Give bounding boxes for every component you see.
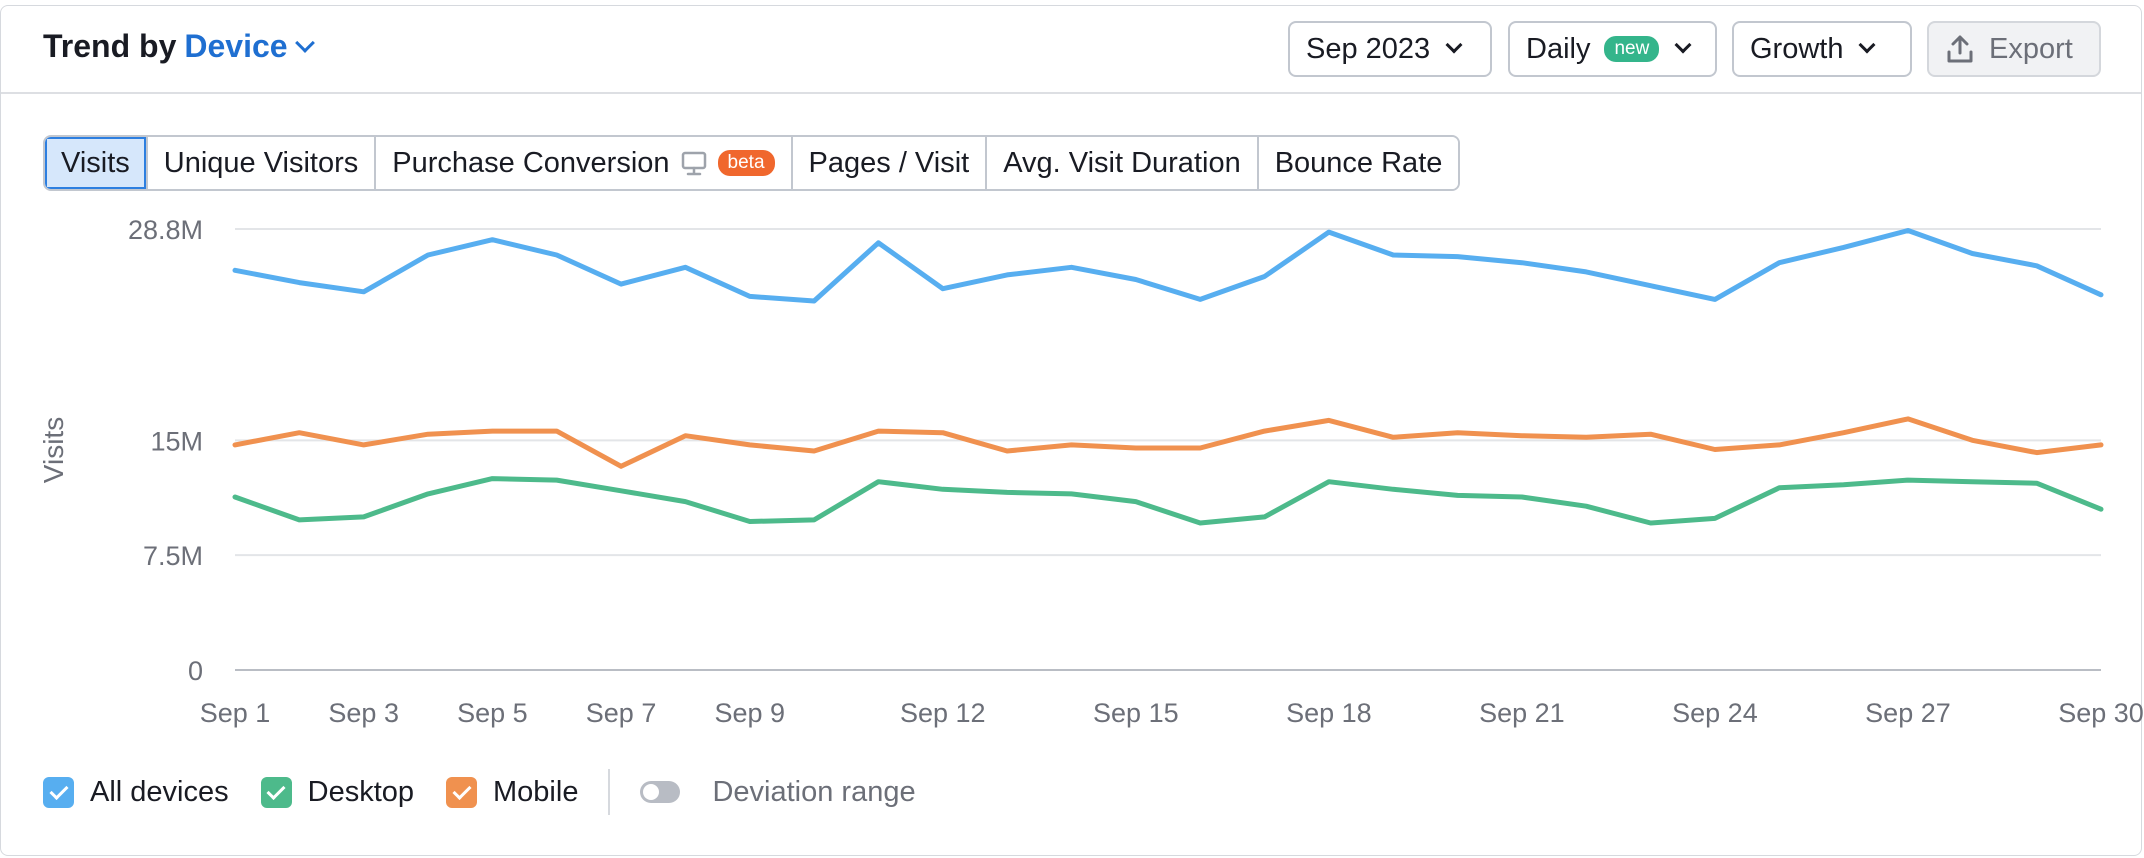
legend-mobile[interactable]: Mobile: [446, 776, 578, 809]
tab-purchase-conversion[interactable]: Purchase Conversion beta: [374, 137, 791, 189]
checkbox-mobile[interactable]: [446, 776, 478, 808]
x-tick-label: Sep 5: [457, 698, 528, 728]
y-tick-label: 7.5M: [143, 541, 203, 571]
tab-pages-visit[interactable]: Pages / Visit: [790, 137, 986, 189]
legend-label: Desktop: [307, 775, 415, 808]
checkbox-desktop[interactable]: [260, 776, 292, 808]
y-axis-title: Visits: [38, 417, 69, 483]
tab-bounce-rate[interactable]: Bounce Rate: [1256, 137, 1459, 189]
metric-tabs: Visits Unique Visitors Purchase Conversi…: [43, 135, 1461, 191]
tab-unique-visitors[interactable]: Unique Visitors: [145, 137, 375, 189]
checkbox-all-devices[interactable]: [43, 776, 74, 808]
export-button[interactable]: Export: [1927, 21, 2101, 77]
tab-label: Pages / Visit: [808, 146, 970, 179]
tab-label: Unique Visitors: [163, 146, 359, 179]
x-tick-label: Sep 24: [1672, 698, 1758, 728]
deviation-label: Deviation range: [712, 775, 916, 808]
legend-desktop[interactable]: Desktop: [260, 775, 415, 809]
mode-label: Growth: [1750, 32, 1844, 65]
legend-label: All devices: [90, 775, 229, 808]
legend-label: Mobile: [493, 775, 579, 808]
toggle-switch[interactable]: [640, 781, 681, 803]
panel-title: Trend by Device: [43, 28, 315, 65]
x-tick-label: Sep 18: [1286, 698, 1372, 728]
desktop-icon: [681, 151, 706, 176]
x-tick-label: Sep 12: [900, 698, 986, 728]
x-tick-label: Sep 7: [586, 698, 657, 728]
date-label: Sep 2023: [1306, 32, 1431, 65]
tab-label: Bounce Rate: [1274, 146, 1443, 179]
title-prefix: Trend by: [43, 28, 177, 64]
x-tick-label: Sep 15: [1093, 698, 1179, 728]
tab-label: Visits: [61, 146, 130, 179]
trend-panel: Trend by Device Sep 2023 Daily new Growt…: [0, 5, 2143, 856]
legend-all-devices[interactable]: All devices: [43, 776, 229, 809]
granularity-label: Daily: [1526, 32, 1591, 65]
new-badge: new: [1604, 36, 1660, 62]
x-tick-label: Sep 1: [200, 698, 271, 728]
dimension-dropdown[interactable]: Device: [184, 28, 315, 65]
export-icon: [1947, 35, 1973, 63]
x-tick-label: Sep 9: [714, 698, 785, 728]
x-tick-label: Sep 3: [328, 698, 399, 728]
y-tick-label: 28.8M: [128, 215, 203, 245]
legend-divider: [608, 769, 611, 815]
granularity-dropdown[interactable]: Daily new: [1508, 21, 1717, 77]
export-label: Export: [1989, 32, 2073, 65]
tab-visits[interactable]: Visits: [45, 137, 146, 189]
tab-label: Avg. Visit Duration: [1003, 146, 1241, 179]
y-tick-label: 15M: [150, 426, 203, 456]
visits-line-chart: 0 7.5M 15M 28.8M Visits Sep 1 Sep 3 Sep 5 Sep 7 S…: [38, 215, 2143, 728]
beta-badge: beta: [717, 150, 775, 176]
series-line-all-devices: [232, 228, 2104, 304]
x-tick-label: Sep 30: [2058, 698, 2143, 728]
series-line-desktop: [232, 476, 2104, 526]
dimension-label: Device: [184, 28, 288, 64]
x-tick-label: Sep 27: [1865, 698, 1951, 728]
date-dropdown[interactable]: Sep 2023: [1288, 21, 1492, 77]
y-tick-label: 0: [188, 656, 203, 686]
chart-legend: All devices Desktop Mobile Deviation ran…: [43, 769, 948, 815]
tab-label: Purchase Conversion: [392, 146, 670, 179]
mode-dropdown[interactable]: Growth: [1732, 21, 1912, 77]
tab-avg-visit-duration[interactable]: Avg. Visit Duration: [985, 137, 1257, 189]
x-tick-label: Sep 21: [1479, 698, 1565, 728]
panel-header: Trend by Device Sep 2023 Daily new Growt…: [1, 6, 2141, 94]
deviation-range-toggle[interactable]: Deviation range: [640, 775, 916, 809]
series-line-mobile: [232, 416, 2104, 469]
